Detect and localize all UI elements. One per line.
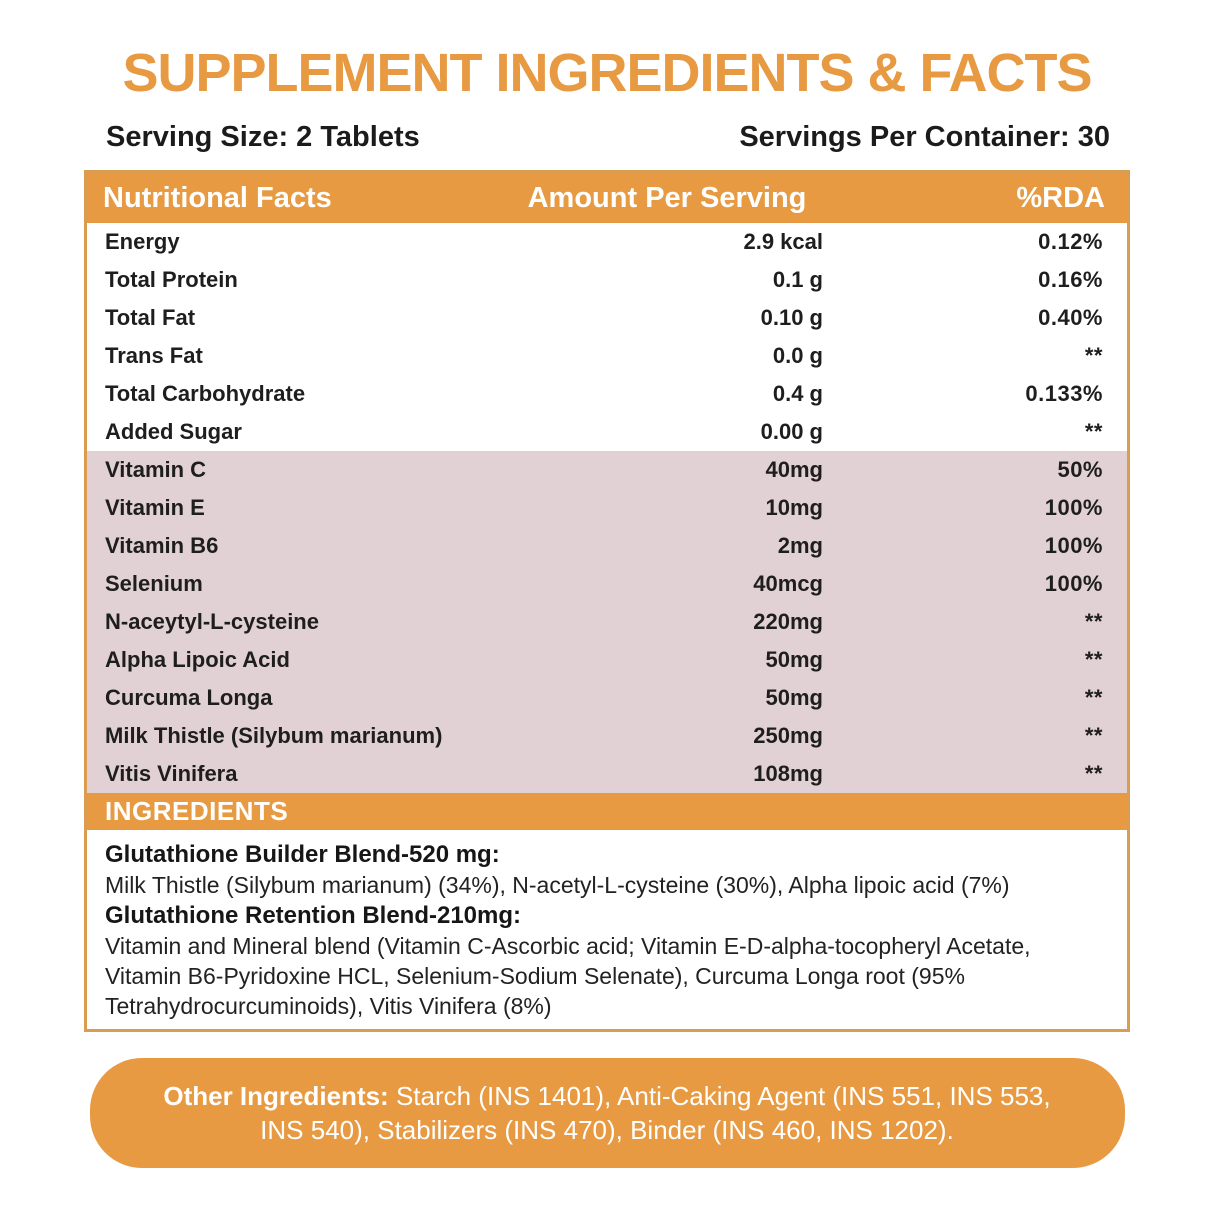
- serving-info-row: Serving Size: 2 Tablets Servings Per Con…: [0, 103, 1214, 154]
- other-ingredients-box: Other Ingredients: Starch (INS 1401), An…: [89, 1058, 1125, 1169]
- blend-composition: Vitamin and Mineral blend (Vitamin C-Asc…: [105, 933, 1031, 1020]
- nutrient-amount: 40mcg: [753, 571, 823, 597]
- nutrient-amount: 0.0 g: [772, 343, 823, 369]
- nutrient-name: Selenium: [105, 571, 203, 597]
- table-row: Curcuma Longa 50mg **: [87, 679, 1127, 718]
- nutrient-rda: **: [1084, 723, 1103, 749]
- blend-composition: Milk Thistle (Silybum marianum) (34%), N…: [105, 872, 1010, 899]
- nutrient-name: Milk Thistle (Silybum marianum): [105, 723, 443, 749]
- servings-per-container-label: Servings Per Container: 30: [739, 121, 1110, 154]
- table-row: Total Carbohydrate 0.4 g 0.133%: [87, 375, 1127, 414]
- nutrient-rda: 0.133%: [1025, 381, 1103, 407]
- table-row: Trans Fat 0.0 g **: [87, 337, 1127, 376]
- ingredients-section-header: INGREDIENTS: [87, 793, 1127, 831]
- nutrient-name: Vitis Vinifera: [105, 761, 238, 787]
- nutrient-rda: 0.12%: [1038, 229, 1103, 255]
- table-row: Vitamin E 10mg 100%: [87, 489, 1127, 528]
- nutrient-name: Vitamin E: [105, 495, 205, 521]
- table-header-row: Nutritional Facts Amount Per Serving %RD…: [87, 173, 1127, 224]
- nutrient-rda: **: [1084, 761, 1103, 787]
- other-ingredients-label: Other Ingredients:: [163, 1081, 389, 1112]
- nutrient-rda: 50%: [1057, 457, 1103, 483]
- nutrient-amount: 2.9 kcal: [743, 229, 823, 255]
- table-row: Energy 2.9 kcal 0.12%: [87, 223, 1127, 262]
- nutrient-name: Energy: [105, 229, 180, 255]
- nutrient-amount: 0.1 g: [772, 267, 823, 293]
- nutritional-facts-table: Nutritional Facts Amount Per Serving %RD…: [84, 170, 1130, 1033]
- table-row: Total Protein 0.1 g 0.16%: [87, 261, 1127, 300]
- table-row: Vitamin C 40mg 50%: [87, 451, 1127, 490]
- nutrient-name: Trans Fat: [105, 343, 203, 369]
- nutrient-name: N-aceytyl-L-cysteine: [105, 609, 319, 635]
- header-amount-per-serving: Amount Per Serving: [527, 181, 807, 214]
- table-row: Milk Thistle (Silybum marianum) 250mg **: [87, 717, 1127, 756]
- table-row: Total Fat 0.10 g 0.40%: [87, 299, 1127, 338]
- nutrient-rda: **: [1084, 647, 1103, 673]
- nutrient-rda: 0.16%: [1038, 267, 1103, 293]
- nutrient-amount: 0.10 g: [760, 305, 823, 331]
- nutrient-amount: 10mg: [765, 495, 823, 521]
- nutrient-rda: **: [1084, 343, 1103, 369]
- nutrient-amount: 50mg: [765, 647, 823, 673]
- nutrient-amount: 0.00 g: [760, 419, 823, 445]
- serving-size-label: Serving Size: 2 Tablets: [106, 121, 420, 154]
- table-row: Selenium 40mcg 100%: [87, 565, 1127, 604]
- nutrient-rda: **: [1084, 419, 1103, 445]
- nutrient-amount: 40mg: [765, 457, 823, 483]
- nutrient-name: Total Protein: [105, 267, 238, 293]
- nutrient-amount: 108mg: [753, 761, 823, 787]
- header-rda: %RDA: [1016, 181, 1105, 214]
- blend-title: Glutathione Retention Blend-210mg:: [105, 902, 522, 930]
- page-title: SUPPLEMENT INGREDIENTS & FACTS: [122, 43, 1092, 103]
- nutrient-amount: 50mg: [765, 685, 823, 711]
- nutrient-rda: 100%: [1044, 571, 1103, 597]
- other-ingredients-text: Starch (INS 1401), Anti-Caking Agent (IN…: [260, 1081, 1051, 1146]
- nutrient-rda: **: [1084, 685, 1103, 711]
- nutrient-amount: 250mg: [753, 723, 823, 749]
- nutrient-rda: **: [1084, 609, 1103, 635]
- table-body: Energy 2.9 kcal 0.12% Total Protein 0.1 …: [87, 223, 1127, 794]
- table-row: N-aceytyl-L-cysteine 220mg **: [87, 603, 1127, 642]
- nutrient-amount: 220mg: [753, 609, 823, 635]
- nutrient-name: Total Carbohydrate: [105, 381, 306, 407]
- nutrient-rda: 0.40%: [1038, 305, 1103, 331]
- nutrient-rda: 100%: [1044, 495, 1103, 521]
- table-row: Added Sugar 0.00 g **: [87, 413, 1127, 452]
- ingredients-body: Glutathione Builder Blend-520 mg: Milk T…: [87, 830, 1127, 1030]
- table-row: Vitamin B6 2mg 100%: [87, 527, 1127, 566]
- nutrient-name: Curcuma Longa: [105, 685, 273, 711]
- nutrient-name: Vitamin C: [105, 457, 207, 483]
- nutrient-name: Vitamin B6: [105, 533, 219, 559]
- nutrient-name: Alpha Lipoic Acid: [105, 647, 290, 673]
- ingredients-header-label: INGREDIENTS: [105, 796, 289, 827]
- nutrient-name: Added Sugar: [105, 419, 242, 445]
- nutrient-name: Total Fat: [105, 305, 196, 331]
- nutrient-amount: 2mg: [777, 533, 823, 559]
- table-row: Vitis Vinifera 108mg **: [87, 755, 1127, 794]
- nutrient-rda: 100%: [1044, 533, 1103, 559]
- header-nutritional-facts: Nutritional Facts: [103, 181, 332, 214]
- nutrient-amount: 0.4 g: [772, 381, 823, 407]
- blend-title: Glutathione Builder Blend-520 mg:: [105, 841, 500, 869]
- table-row: Alpha Lipoic Acid 50mg **: [87, 641, 1127, 680]
